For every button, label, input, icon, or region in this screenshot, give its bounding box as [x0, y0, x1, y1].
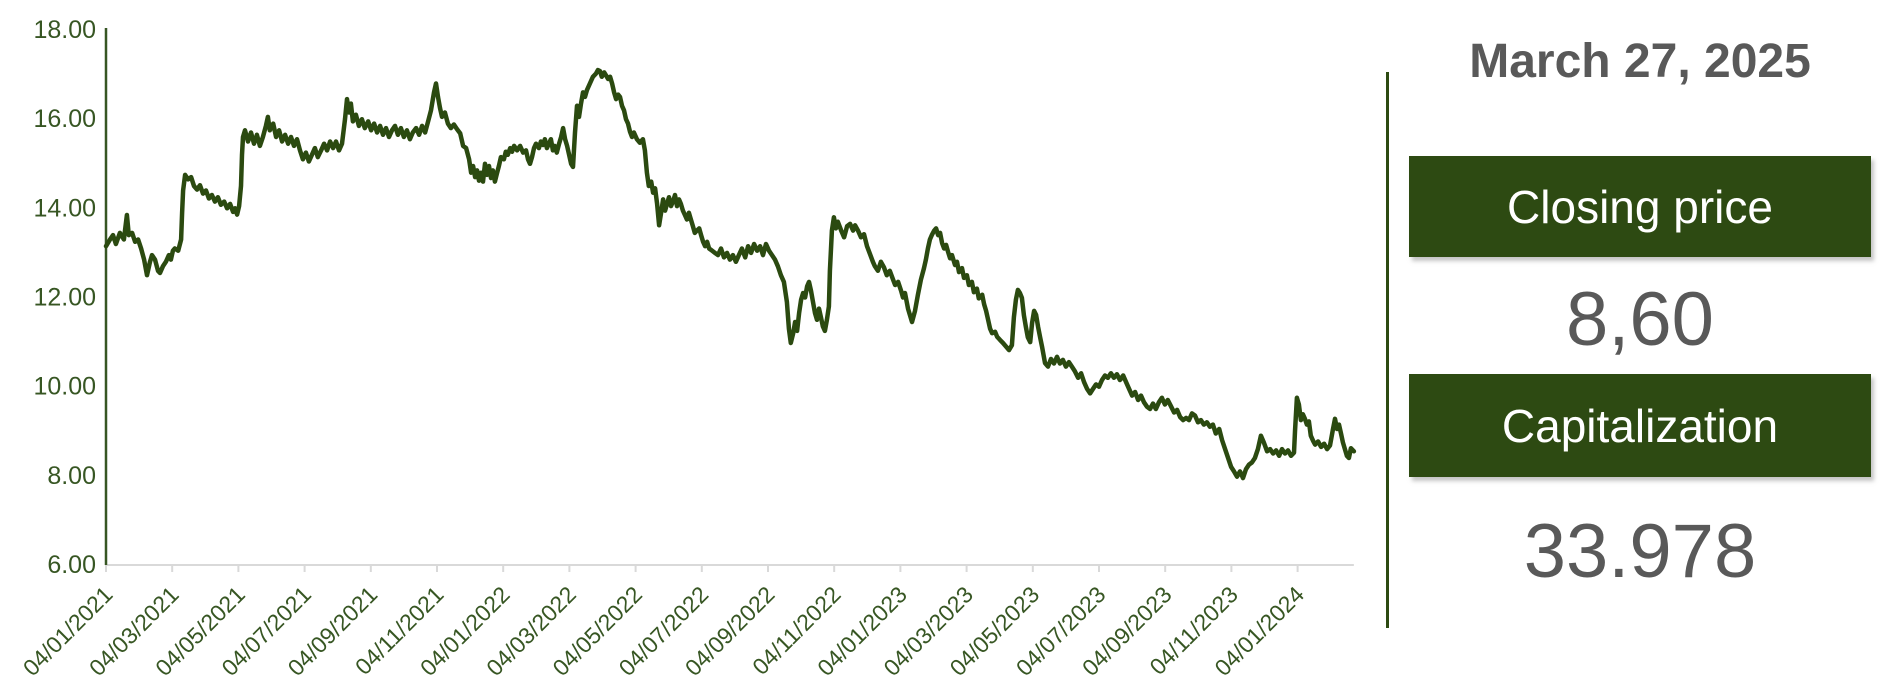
- y-tick-label: 18.00: [33, 16, 96, 44]
- closing-price-value: 8,60: [1566, 277, 1714, 362]
- summary-panel: March 27, 2025 Closing price 8,60 Capita…: [1386, 0, 1900, 700]
- capitalization-value: 33.978: [1523, 509, 1757, 594]
- y-tick-label: 6.00: [47, 551, 96, 579]
- y-tick-label: 10.00: [33, 373, 96, 401]
- y-tick-label: 12.00: [33, 284, 96, 312]
- y-tick-label: 14.00: [33, 194, 96, 222]
- capitalization-box: Capitalization: [1409, 374, 1871, 477]
- capitalization-label: Capitalization: [1501, 399, 1779, 452]
- closing-price-label: Closing price: [1507, 180, 1773, 233]
- y-tick-label: 16.00: [33, 105, 96, 133]
- date-title: March 27, 2025: [1469, 35, 1811, 88]
- y-tick-label: 8.00: [47, 462, 96, 490]
- vertical-divider: [1386, 72, 1389, 628]
- closing-price-box: Closing price: [1409, 156, 1871, 257]
- price-series-line: [103, 67, 1357, 481]
